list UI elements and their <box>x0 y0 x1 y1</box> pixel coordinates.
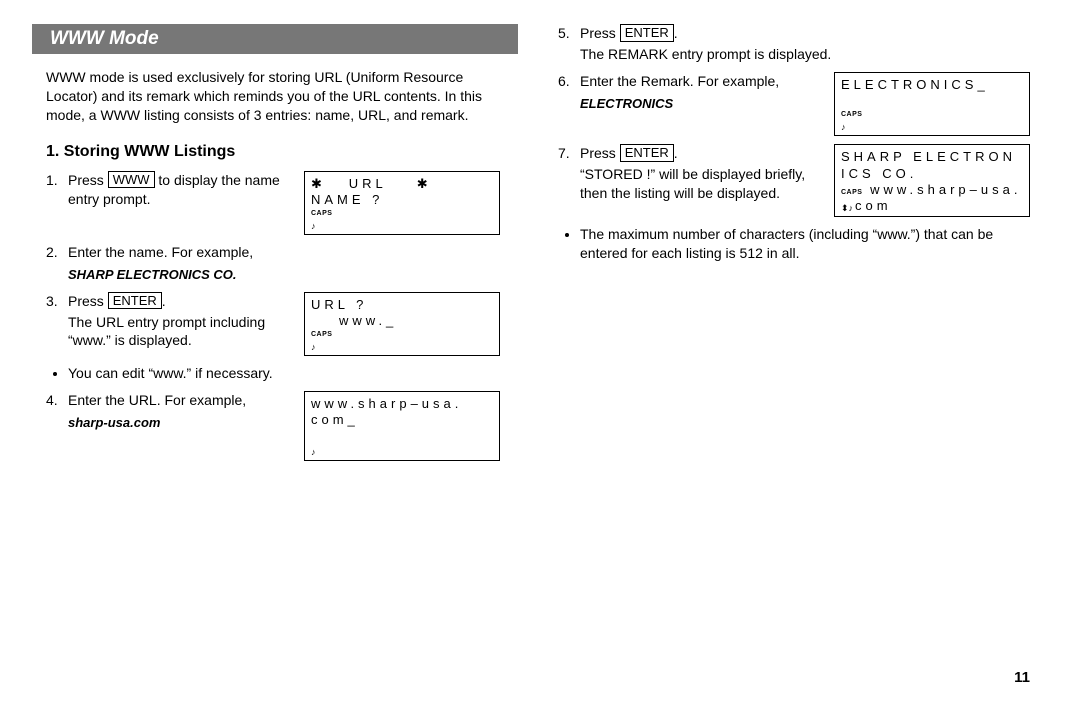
key-www: WWW <box>108 171 155 189</box>
text: . <box>162 293 166 309</box>
text: Enter the URL. For example, <box>68 392 246 408</box>
page-number: 11 <box>1014 669 1030 686</box>
text: Enter the Remark. For example, <box>580 73 779 89</box>
text: . <box>674 145 678 161</box>
bullet-note: The maximum number of characters (includ… <box>580 225 1044 263</box>
lcd-display-3: www.sharp–usa. com_ ♪ <box>304 391 500 461</box>
caps-indicator: CAPS <box>841 111 1023 120</box>
lcd-line: ✱ URL ✱ <box>311 176 493 192</box>
step-2: 2. Enter the name. For example, SHARP EL… <box>46 243 518 283</box>
lcd-display-2: URL ? www._ CAPS ♪ <box>304 292 500 357</box>
left-column: WWW Mode WWW mode is used exclusively fo… <box>32 24 518 694</box>
text: “STORED !” will be displayed briefly, th… <box>580 165 816 203</box>
step-3: 3. Press ENTER. The URL entry prompt inc… <box>46 292 518 357</box>
caps-indicator: CAPS <box>841 189 862 196</box>
lcd-line: SHARP ELECTRON <box>841 149 1023 165</box>
step-6: 6. Enter the Remark. For example, ELECTR… <box>558 72 1044 137</box>
section-header: WWW Mode <box>32 24 518 54</box>
intro-paragraph: WWW mode is used exclusively for storing… <box>46 68 518 125</box>
scroll-icon: ⬍♪ <box>841 203 853 214</box>
lcd-line: URL ? <box>311 297 493 313</box>
text: Enter the name. For example, <box>68 244 253 260</box>
step-5: 5. Press ENTER. The REMARK entry prompt … <box>558 24 1044 64</box>
lcd-line: com_ <box>311 412 493 428</box>
note-icon: ♪ <box>311 342 493 353</box>
lcd-line: ICS CO. <box>841 166 1023 182</box>
note-icon: ♪ <box>841 122 1023 133</box>
text: Press <box>580 145 620 161</box>
key-enter: ENTER <box>620 24 674 42</box>
lcd-display-5: SHARP ELECTRON ICS CO. CAPS www.sharp–us… <box>834 144 1030 217</box>
text: Press <box>68 172 108 188</box>
example-text: SHARP ELECTRONICS CO. <box>68 266 518 284</box>
note-icon: ♪ <box>311 221 493 232</box>
text: Press <box>68 293 108 309</box>
right-column: 5. Press ENTER. The REMARK entry prompt … <box>558 24 1044 694</box>
example-text: ELECTRONICS <box>580 95 816 113</box>
text: The URL entry prompt including “www.” is… <box>68 313 286 351</box>
bullet-note: You can edit “www.” if necessary. <box>68 364 518 383</box>
step-1: 1. Press WWW to display the name entry p… <box>46 171 518 236</box>
caps-indicator: CAPS <box>311 331 493 340</box>
text: The REMARK entry prompt is displayed. <box>580 45 1044 64</box>
step-4: 4. Enter the URL. For example, sharp-usa… <box>46 391 518 461</box>
lcd-line: NAME ? <box>311 192 493 208</box>
step-7: 7. Press ENTER. “STORED !” will be displ… <box>558 144 1044 217</box>
example-text: sharp-usa.com <box>68 414 286 432</box>
lcd-line: www.sharp–usa. <box>870 182 1021 197</box>
key-enter: ENTER <box>620 144 674 162</box>
key-enter: ENTER <box>108 292 162 310</box>
text: . <box>674 25 678 41</box>
text: Press <box>580 25 620 41</box>
lcd-line: com <box>855 198 892 213</box>
caps-indicator: CAPS <box>311 210 493 219</box>
lcd-display-4: ELECTRONICS_ CAPS ♪ <box>834 72 1030 137</box>
lcd-line: www.sharp–usa. <box>311 396 493 412</box>
lcd-line: ELECTRONICS_ <box>841 77 1023 93</box>
lcd-line: www._ <box>311 313 493 329</box>
lcd-display-1: ✱ URL ✱ NAME ? CAPS ♪ <box>304 171 500 236</box>
note-icon: ♪ <box>311 447 493 458</box>
subsection-heading: 1. Storing WWW Listings <box>46 143 518 161</box>
